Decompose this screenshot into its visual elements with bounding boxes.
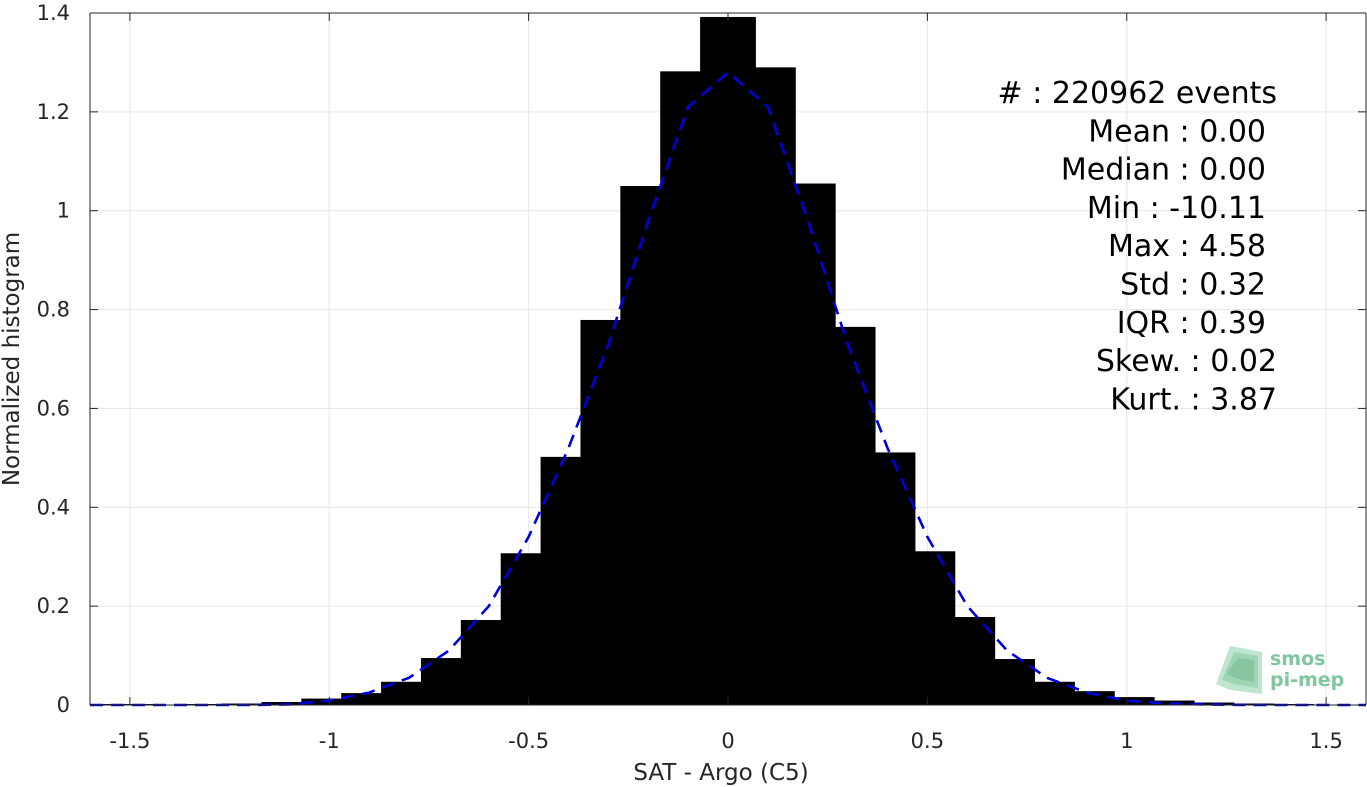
y-tick-label-6: 1.2 [37,100,70,124]
histogram-bar-6 [341,693,398,705]
fit-curve [90,70,1366,707]
stat-line-6: IQR : 0.39 [1117,306,1266,341]
axes-frame [89,12,1367,706]
x-tick-label-4: 0.5 [911,729,944,753]
stat-line-0: # : 220962 events [998,76,1277,111]
smos-pi-mep-logo: smos pi-mep [1216,646,1344,694]
stat-line-4: Max : 4.58 [1108,229,1266,264]
logo-text-smos: smos [1270,648,1325,670]
stat-line-5: Std : 0.32 [1120,268,1266,303]
stat-line-7: Skew. : 0.02 [1096,344,1277,379]
y-tick-label-1: 0.2 [37,594,70,618]
x-tick-label-5: 1 [1120,729,1133,753]
y-tick-label-0: 0 [57,693,70,717]
x-tick-label-6: 1.5 [1309,729,1342,753]
logo-text-pi-mep: pi-mep [1270,669,1344,691]
y-tick-label-7: 1.4 [37,1,70,25]
x-tick-label-1: -1 [319,729,340,753]
x-tick-label-3: 0 [721,729,734,753]
y-axis-label: Normalized histogram [0,232,25,486]
y-tick-label-4: 0.8 [37,298,70,322]
y-tick-label-5: 1 [57,199,70,223]
y-tick-label-2: 0.4 [37,495,70,519]
x-tick-label-2: -0.5 [508,729,549,753]
stat-line-2: Median : 0.00 [1061,153,1266,188]
stat-line-3: Min : -10.11 [1087,191,1266,226]
x-tick-label-0: -1.5 [109,729,150,753]
x-tick-labels: -1.5 -1 -0.5 0 0.5 1 1.5 [109,729,1342,753]
histogram-bars [101,16,1355,706]
histogram-bar-26 [1138,700,1195,705]
stat-line-8: Kurt. : 3.87 [1110,382,1277,417]
histogram-bar-27 [1178,702,1235,705]
y-tick-label-3: 0.6 [37,396,70,420]
stat-line-1: Mean : 0.00 [1088,114,1266,149]
histogram-bar-28 [1218,703,1275,705]
y-tick-labels: 0 0.2 0.4 0.6 0.8 1 1.2 1.4 [37,1,70,717]
x-axis-label: SAT - Argo (C5) [633,760,808,786]
logo-mark-icon [1216,646,1262,694]
